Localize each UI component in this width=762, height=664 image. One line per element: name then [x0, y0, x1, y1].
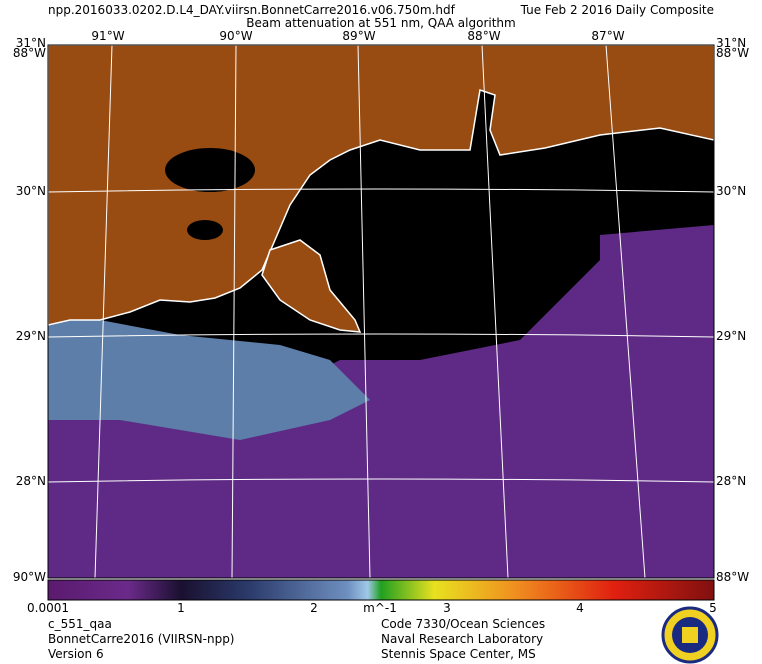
parallel — [48, 478, 714, 483]
colorbar-label: 4 — [576, 601, 584, 615]
lat-label: 31°N — [16, 36, 46, 50]
meridian — [481, 45, 509, 578]
map-frame — [47, 44, 715, 579]
meridian — [231, 45, 237, 578]
meridian — [94, 45, 113, 578]
lon-label: 89°W — [342, 29, 375, 43]
lake — [187, 220, 223, 240]
river-plume — [48, 320, 370, 440]
delta — [261, 239, 362, 333]
lon-label: 90°W — [219, 29, 252, 43]
lon-label: 88°W — [467, 29, 500, 43]
lat-label: 28°N — [16, 474, 46, 488]
footer-text: Naval Research Laboratory — [381, 632, 543, 646]
footer-text: Code 7330/Ocean Sciences — [381, 617, 545, 631]
colorbar-unit: m^-1 — [363, 601, 397, 615]
lat-label: 29°N — [716, 329, 746, 343]
product: Beam attenuation at 551 nm, QAA algorith… — [246, 16, 515, 30]
colorbar-label: 2 — [310, 601, 318, 615]
corner-label: 90°W — [13, 570, 46, 584]
offshore-water — [48, 225, 714, 578]
land — [48, 45, 714, 326]
date: Tue Feb 2 2016 Daily Composite — [520, 3, 714, 17]
lon-label: 91°W — [91, 29, 124, 43]
map — [48, 45, 714, 578]
colorbar-label: 5 — [709, 601, 717, 615]
meridian — [605, 45, 646, 578]
corner-label: 88°W — [13, 46, 46, 60]
lake — [165, 148, 255, 192]
colorbar-label: 0.0001 — [27, 601, 69, 615]
corner-label: 88°W — [716, 46, 749, 60]
colorbar-label: 3 — [443, 601, 451, 615]
lat-label: 30°N — [16, 184, 46, 198]
colorbar-label: 1 — [177, 601, 185, 615]
footer-text: c_551_qaa — [48, 617, 112, 631]
lat-label: 28°N — [716, 474, 746, 488]
footer-text: Version 6 — [48, 647, 104, 661]
file-name: npp.2016033.0202.D.L4_DAY.viirsn.BonnetC… — [48, 3, 456, 17]
logo — [661, 606, 719, 664]
lat-label: 30°N — [716, 184, 746, 198]
lat-label: 31°N — [716, 36, 746, 50]
footer-text: BonnetCarre2016 (VIIRSN-npp) — [48, 632, 235, 646]
lat-label: 29°N — [16, 329, 46, 343]
colorbar — [47, 579, 715, 601]
corner-label: 88°W — [716, 570, 749, 584]
parallel — [48, 188, 714, 193]
footer-text: Stennis Space Center, MS — [381, 647, 536, 661]
lon-label: 87°W — [591, 29, 624, 43]
meridian — [357, 45, 371, 578]
parallel — [48, 333, 714, 338]
